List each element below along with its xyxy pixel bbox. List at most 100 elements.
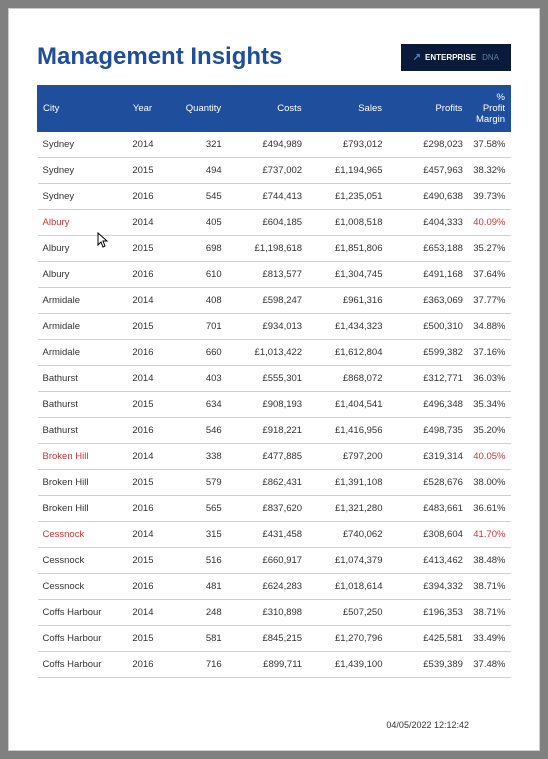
cell-sales: £868,072 (307, 366, 387, 392)
col-sales[interactable]: Sales (307, 86, 387, 132)
table-row[interactable]: Armidale2016660£1,013,422£1,612,804£599,… (38, 340, 511, 366)
cell-year: 2015 (127, 236, 174, 262)
cell-year: 2016 (127, 262, 174, 288)
cell-sales: £1,235,051 (307, 184, 387, 210)
cell-quantity: 321 (175, 132, 227, 158)
cell-city: Sydney (38, 184, 128, 210)
table-row[interactable]: Coffs Harbour2014248£310,898£507,250£196… (38, 600, 511, 626)
table-row[interactable]: Armidale2015701£934,013£1,434,323£500,31… (38, 314, 511, 340)
col-costs[interactable]: Costs (227, 86, 307, 132)
table-row[interactable]: Bathurst2016546£918,221£1,416,956£498,73… (38, 418, 511, 444)
cell-profits: £500,310 (387, 314, 467, 340)
cell-margin: 36.61% (468, 496, 511, 522)
table-row[interactable]: Broken Hill2014338£477,885£797,200£319,3… (38, 444, 511, 470)
table-row[interactable]: Sydney2015494£737,002£1,194,965£457,9633… (38, 158, 511, 184)
cell-city: Broken Hill (38, 444, 128, 470)
cell-profits: £457,963 (387, 158, 467, 184)
cell-sales: £1,304,745 (307, 262, 387, 288)
cell-profits: £413,462 (387, 548, 467, 574)
cell-margin: 37.16% (468, 340, 511, 366)
table-row[interactable]: Bathurst2015634£908,193£1,404,541£496,34… (38, 392, 511, 418)
table-row[interactable]: Cessnock2016481£624,283£1,018,614£394,33… (38, 574, 511, 600)
cell-costs: £899,711 (227, 652, 307, 678)
cell-city: Broken Hill (38, 470, 128, 496)
cell-quantity: 660 (175, 340, 227, 366)
table-row[interactable]: Coffs Harbour2016716£899,711£1,439,100£5… (38, 652, 511, 678)
cell-costs: £494,989 (227, 132, 307, 158)
table-row[interactable]: Broken Hill2016565£837,620£1,321,280£483… (38, 496, 511, 522)
cell-margin: 38.48% (468, 548, 511, 574)
cell-sales: £1,434,323 (307, 314, 387, 340)
timestamp: 04/05/2022 12:12:42 (386, 720, 469, 730)
cell-year: 2015 (127, 392, 174, 418)
cell-year: 2016 (127, 340, 174, 366)
col-quantity[interactable]: Quantity (175, 86, 227, 132)
table-row[interactable]: Cessnock2015516£660,917£1,074,379£413,46… (38, 548, 511, 574)
cell-margin: 34.88% (468, 314, 511, 340)
report-header: Management Insights ↗ ENTERPRISE DNA (37, 43, 511, 71)
cell-margin: 37.58% (468, 132, 511, 158)
cell-quantity: 338 (175, 444, 227, 470)
cell-city: Bathurst (38, 392, 128, 418)
cell-margin: 36.03% (468, 366, 511, 392)
table-row[interactable]: Armidale2014408£598,247£961,316£363,0693… (38, 288, 511, 314)
cell-sales: £1,612,804 (307, 340, 387, 366)
cell-profits: £483,661 (387, 496, 467, 522)
cell-costs: £918,221 (227, 418, 307, 444)
cell-margin: 39.73% (468, 184, 511, 210)
cell-margin: 38.71% (468, 574, 511, 600)
cell-year: 2014 (127, 210, 174, 236)
cell-city: Armidale (38, 314, 128, 340)
cell-quantity: 405 (175, 210, 227, 236)
table-row[interactable]: Cessnock2014315£431,458£740,062£308,6044… (38, 522, 511, 548)
cell-year: 2014 (127, 444, 174, 470)
cell-profits: £319,314 (387, 444, 467, 470)
cell-quantity: 516 (175, 548, 227, 574)
cell-quantity: 581 (175, 626, 227, 652)
cell-quantity: 545 (175, 184, 227, 210)
cell-profits: £363,069 (387, 288, 467, 314)
table-row[interactable]: Albury2015698£1,198,618£1,851,806£653,18… (38, 236, 511, 262)
cell-city: Albury (38, 236, 128, 262)
table-row[interactable]: Coffs Harbour2015581£845,215£1,270,796£4… (38, 626, 511, 652)
col-year[interactable]: Year (127, 86, 174, 132)
cell-sales: £1,404,541 (307, 392, 387, 418)
cell-costs: £624,283 (227, 574, 307, 600)
cell-sales: £1,270,796 (307, 626, 387, 652)
cell-city: Cessnock (38, 522, 128, 548)
cell-sales: £1,851,806 (307, 236, 387, 262)
cell-city: Albury (38, 262, 128, 288)
col-margin[interactable]: % Profit Margin (468, 86, 511, 132)
table-row[interactable]: Sydney2016545£744,413£1,235,051£490,6383… (38, 184, 511, 210)
cell-year: 2015 (127, 470, 174, 496)
cell-year: 2016 (127, 418, 174, 444)
table-row[interactable]: Albury2014405£604,185£1,008,518£404,3334… (38, 210, 511, 236)
logo-icon: ↗ (413, 52, 421, 63)
cell-costs: £310,898 (227, 600, 307, 626)
cell-year: 2015 (127, 626, 174, 652)
cell-costs: £744,413 (227, 184, 307, 210)
table-row[interactable]: Sydney2014321£494,989£793,012£298,02337.… (38, 132, 511, 158)
table-row[interactable]: Albury2016610£813,577£1,304,745£491,1683… (38, 262, 511, 288)
cell-year: 2015 (127, 314, 174, 340)
cell-sales: £1,416,956 (307, 418, 387, 444)
cell-quantity: 716 (175, 652, 227, 678)
cell-city: Cessnock (38, 548, 128, 574)
cell-quantity: 481 (175, 574, 227, 600)
cell-city: Coffs Harbour (38, 626, 128, 652)
cell-profits: £599,382 (387, 340, 467, 366)
cell-margin: 41.70% (468, 522, 511, 548)
cell-year: 2016 (127, 496, 174, 522)
table-header-row: City Year Quantity Costs Sales Profits %… (38, 86, 511, 132)
cell-costs: £604,185 (227, 210, 307, 236)
cell-city: Coffs Harbour (38, 600, 128, 626)
cell-sales: £793,012 (307, 132, 387, 158)
cell-quantity: 494 (175, 158, 227, 184)
cell-city: Coffs Harbour (38, 652, 128, 678)
table-row[interactable]: Broken Hill2015579£862,431£1,391,108£528… (38, 470, 511, 496)
col-city[interactable]: City (38, 86, 128, 132)
cell-profits: £498,735 (387, 418, 467, 444)
table-row[interactable]: Bathurst2014403£555,301£868,072£312,7713… (38, 366, 511, 392)
col-profits[interactable]: Profits (387, 86, 467, 132)
cell-city: Albury (38, 210, 128, 236)
